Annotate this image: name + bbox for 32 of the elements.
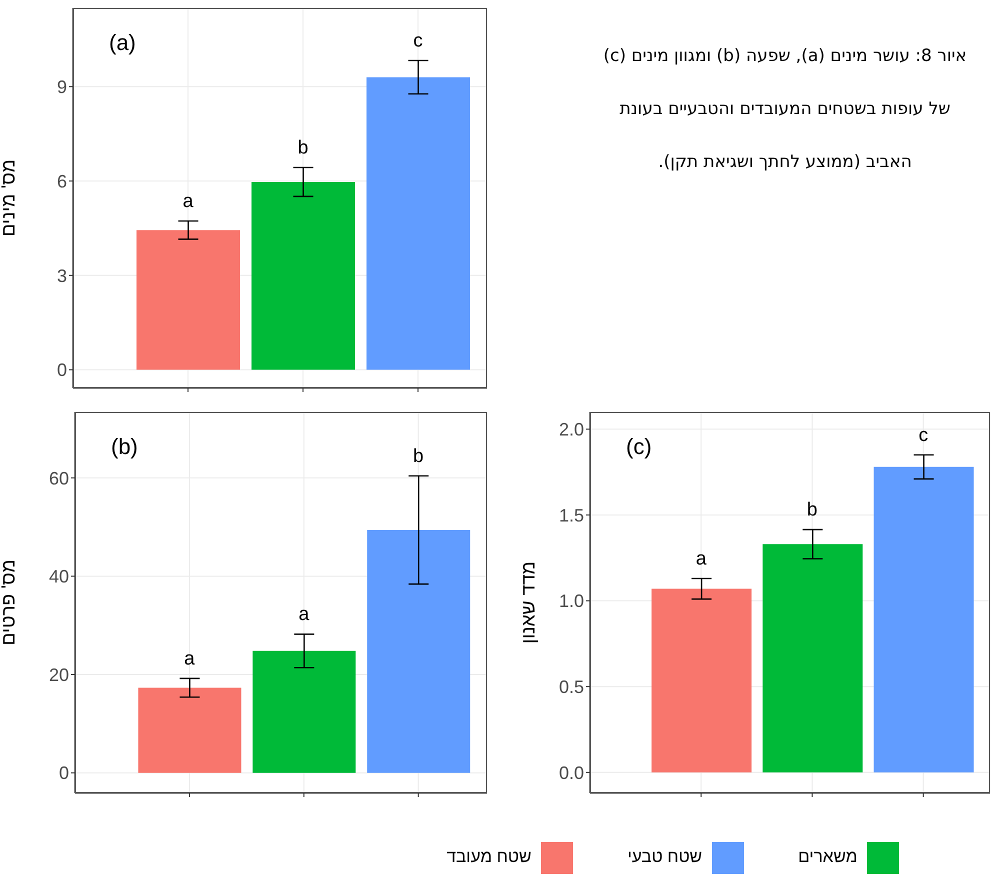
legend-label: שטח מעובד: [446, 847, 532, 866]
annotation: b: [413, 446, 424, 467]
y-axis-title: מס' מינים: [0, 159, 20, 237]
y-tick-label: 40: [48, 566, 69, 587]
y-tick-label: 20: [48, 664, 69, 685]
y-tick-label: 1.5: [558, 505, 584, 526]
y-tick-label: 3: [56, 266, 67, 286]
y-axis-title: מדד שאנון: [518, 561, 540, 644]
annotation: (a): [109, 30, 136, 56]
y-tick-label: 0.5: [558, 676, 584, 697]
y-tick-label: 0.0: [558, 762, 584, 783]
y-tick-label: 6: [56, 171, 67, 192]
annotation: a: [184, 648, 196, 670]
annotation: c: [413, 30, 423, 52]
legend-label: משארים: [798, 847, 858, 866]
y-tick-label: 0: [56, 360, 67, 380]
y-axis-title: מס' פרטים: [0, 559, 20, 646]
annotation: (b): [111, 434, 138, 460]
y-tick-label: 9: [56, 77, 67, 98]
y-tick-label: 0: [58, 763, 69, 784]
legend-label: שטח טבעי: [627, 847, 702, 866]
annotation: (c): [626, 434, 652, 460]
annotation: a: [182, 190, 194, 212]
y-tick-label: 2.0: [558, 420, 584, 440]
y-tick-label: 1.0: [558, 591, 584, 612]
annotation: a: [298, 604, 310, 626]
annotation: a: [696, 548, 707, 570]
annotation: b: [806, 500, 818, 521]
chart-title: איור 8: עושר מינים (a), שפעה (b) ומגוון מינים (c) של עופות בשטחים המעובדים והטבעיים בעונת האביב (ממוצע לחתך ושגיאת תקן).: [603, 46, 967, 172]
y-tick-label: 60: [48, 468, 69, 488]
annotation: b: [298, 137, 308, 158]
annotation: c: [918, 424, 928, 446]
